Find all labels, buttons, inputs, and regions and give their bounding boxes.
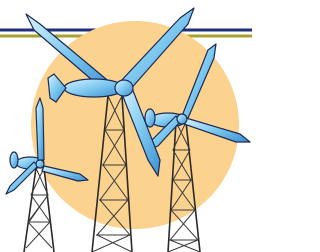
page: (() => { const data = JSON.parse(documen… bbox=[0, 0, 252, 252]
wind-turbines-illustration bbox=[0, 0, 252, 252]
hub bbox=[115, 80, 133, 96]
blade bbox=[36, 98, 44, 160]
tail bbox=[10, 152, 18, 168]
hub bbox=[177, 114, 187, 124]
hub bbox=[36, 160, 44, 168]
